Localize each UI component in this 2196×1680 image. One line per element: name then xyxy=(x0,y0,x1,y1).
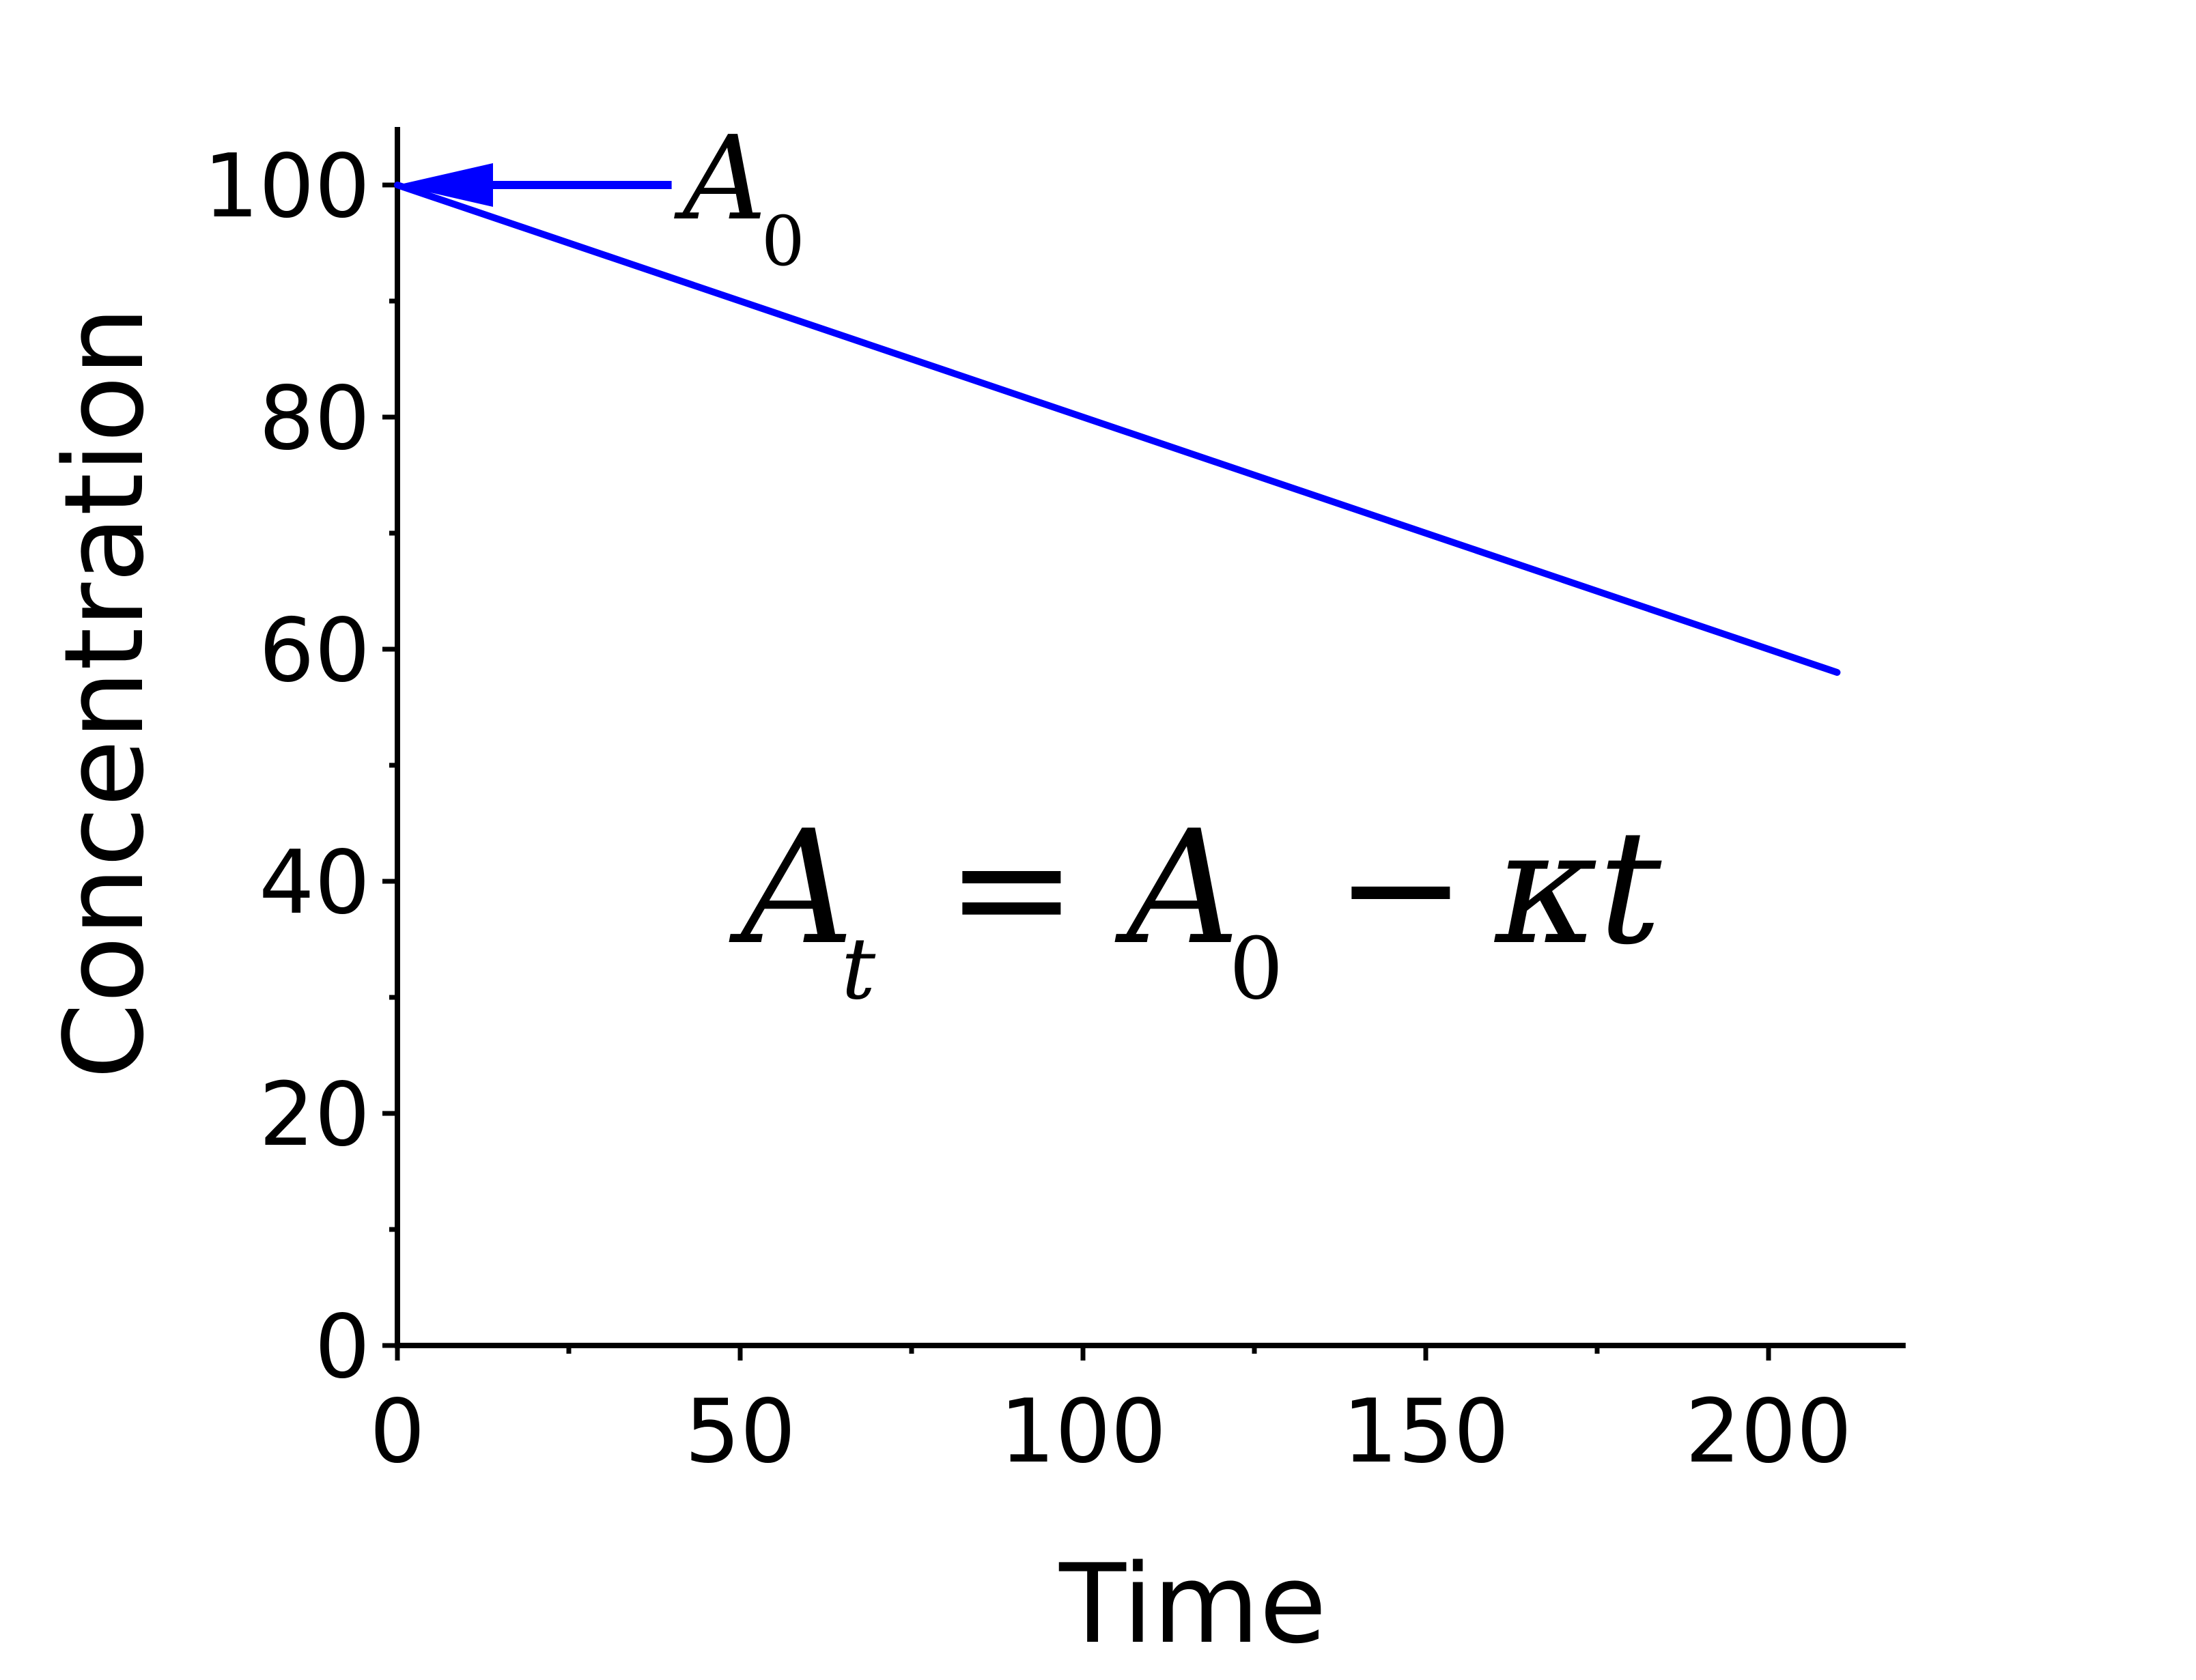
y-tick-label: 100 xyxy=(203,136,370,238)
equation-minus: − xyxy=(1335,797,1467,980)
plot-layer: 0 50 100 150 200 0 20 40 60 80 100 xyxy=(203,127,1906,1483)
x-axis-title: Time xyxy=(1058,1540,1327,1668)
x-tick-label: 150 xyxy=(1342,1381,1509,1483)
equation-lhs-subscript: t xyxy=(841,920,876,1019)
a0-arrow-head xyxy=(397,163,493,207)
equation-lhs-base: A xyxy=(729,797,854,980)
equation-equals: = xyxy=(946,797,1078,980)
a0-annotation-subscript: 0 xyxy=(761,201,805,281)
x-tick-label: 50 xyxy=(685,1381,796,1483)
y-tick-label: 20 xyxy=(259,1064,370,1166)
series-line xyxy=(394,182,1841,676)
equation-rhs-subscript: 0 xyxy=(1229,920,1284,1019)
y-tick-label: 60 xyxy=(259,600,370,702)
y-tick-label: 40 xyxy=(259,832,370,934)
y-tick-label: 80 xyxy=(259,368,370,470)
equation-annotation: A t = A 0 − κt xyxy=(729,797,1662,1019)
equation-kappa-t: κt xyxy=(1493,797,1662,980)
a0-annotation: A 0 xyxy=(674,111,805,281)
x-tick-label: 100 xyxy=(1000,1381,1166,1483)
x-tick-label: 0 xyxy=(369,1381,425,1483)
equation-rhs-base: A xyxy=(1114,797,1240,980)
y-tick-label: 0 xyxy=(315,1296,370,1398)
x-tick-label: 200 xyxy=(1685,1381,1852,1483)
a0-annotation-base: A xyxy=(674,111,767,246)
y-axis-title: Concentration xyxy=(40,307,168,1079)
